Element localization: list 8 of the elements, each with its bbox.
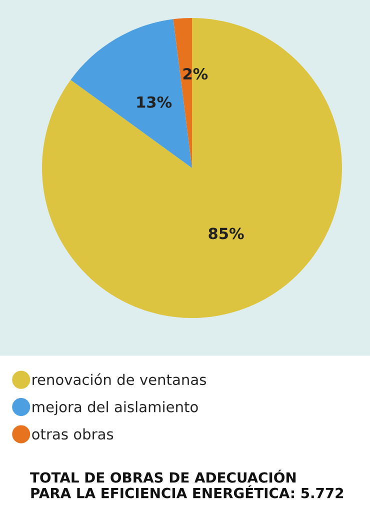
pie-slice <box>42 18 342 318</box>
legend-label: renovación de ventanas <box>32 373 206 386</box>
data-label: 13% <box>137 96 172 108</box>
data-label: 2% <box>183 68 208 80</box>
data-label: 85% <box>208 228 244 240</box>
legend-label: otras obras <box>32 428 114 440</box>
legend-label: mejora del aislamiento <box>32 401 198 416</box>
text: TOTAL DE OBRAS DE ADECUACIÓN PARA LA EFICIENCIA ENERGÉTICA: 5.772 <box>30 470 344 498</box>
